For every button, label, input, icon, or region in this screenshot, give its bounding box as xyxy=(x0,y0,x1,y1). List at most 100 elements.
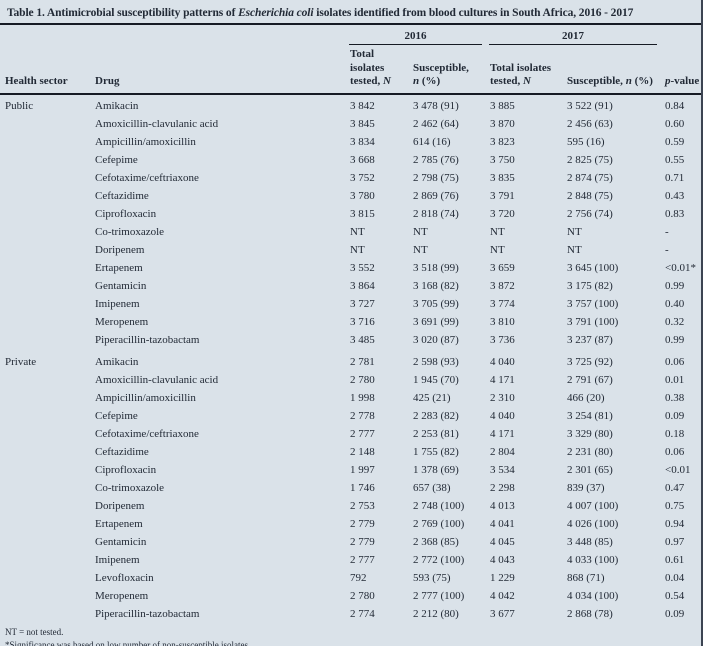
p-value-cell: 0.04 xyxy=(665,571,685,584)
total-2016-cell: 1 746 xyxy=(350,481,375,494)
drug-cell: Cefotaxime/ceftriaxone xyxy=(95,427,199,440)
total-2016-cell: 3 485 xyxy=(350,333,375,346)
total-2016-cell: NT xyxy=(350,225,365,238)
drug-cell: Meropenem xyxy=(95,589,149,602)
drug-cell: Ampicillin/amoxicillin xyxy=(95,135,196,148)
susceptible-2016-cell: 2 798 (75) xyxy=(413,171,459,184)
total-2017-cell: 3 750 xyxy=(490,153,515,166)
drug-cell: Meropenem xyxy=(95,315,149,328)
susceptible-2017-cell: 839 (37) xyxy=(567,481,605,494)
health-sector-cell xyxy=(0,497,90,515)
susceptible-2016-cell: 1 378 (69) xyxy=(413,463,459,476)
susceptible-2016-cell: 2 212 (80) xyxy=(413,607,459,620)
table-row: Co-trimoxazole 1 746 657 (38) 2 298 839 … xyxy=(0,479,703,497)
drug-cell: Co-trimoxazole xyxy=(95,481,165,494)
title-suffix: isolates identified from blood cultures … xyxy=(313,7,634,19)
drug-cell: Amikacin xyxy=(95,355,139,368)
drug-cell: Ertapenem xyxy=(95,261,143,274)
p-value-cell: 0.06 xyxy=(665,355,685,368)
total-2016-cell: 1 997 xyxy=(350,463,375,476)
total-2017-cell: 4 013 xyxy=(490,499,515,512)
susceptible-2016-cell: 2 785 (76) xyxy=(413,153,459,166)
susceptible-2017-cell: 3 254 (81) xyxy=(567,409,613,422)
table-row: Gentamicin 3 864 3 168 (82) 3 872 3 175 … xyxy=(0,277,703,295)
susceptible-2016-cell: 1 755 (82) xyxy=(413,445,459,458)
susceptible-2017-cell: 2 825 (75) xyxy=(567,153,613,166)
susceptible-2017-cell: 3 175 (82) xyxy=(567,279,613,292)
year-2017-header: 2017 xyxy=(489,29,657,45)
p-value-cell: 0.09 xyxy=(665,409,685,422)
susceptible-2017-cell: 2 231 (80) xyxy=(567,445,613,458)
p-value-cell: 0.32 xyxy=(665,315,685,328)
health-sector-cell xyxy=(0,169,90,187)
title-species-italic: Escherichia coli xyxy=(238,7,314,19)
p-value-cell: 0.60 xyxy=(665,117,685,130)
total-2016-cell: 1 998 xyxy=(350,391,375,404)
health-sector-cell xyxy=(0,533,90,551)
drug-cell: Doripenem xyxy=(95,499,145,512)
total-2016-cell: 2 777 xyxy=(350,553,375,566)
total-2016-cell: 2 778 xyxy=(350,409,375,422)
drug-cell: Doripenem xyxy=(95,243,145,256)
susceptible-2016-cell: 2 869 (76) xyxy=(413,189,459,202)
susceptible-2017-cell: 2 848 (75) xyxy=(567,189,613,202)
total-2016-cell: 3 815 xyxy=(350,207,375,220)
susceptible-2017-cell: 3 791 (100) xyxy=(567,315,619,328)
health-sector-cell xyxy=(0,479,90,497)
table-row: Piperacillin-tazobactam 3 485 3 020 (87)… xyxy=(0,331,703,349)
drug-cell: Ceftazidime xyxy=(95,445,149,458)
p-value-header: p-value xyxy=(660,45,703,95)
susceptibility-table: 2016 2017 Health sector Drug Total isolat… xyxy=(0,25,703,623)
total-2017-cell: 4 171 xyxy=(490,373,515,386)
drug-cell: Gentamicin xyxy=(95,279,147,292)
susceptible-2017-cell: 3 757 (100) xyxy=(567,297,619,310)
total-2017-cell: 3 774 xyxy=(490,297,515,310)
p-value-cell: <0.01* xyxy=(665,261,696,274)
total-2016-cell: 3 727 xyxy=(350,297,375,310)
health-sector-cell xyxy=(0,205,90,223)
p-value-cell: 0.09 xyxy=(665,607,685,620)
total-2016-cell: 3 845 xyxy=(350,117,375,130)
health-sector-cell xyxy=(0,569,90,587)
susceptible-2016-cell: 2 253 (81) xyxy=(413,427,459,440)
susceptible-2016-cell: 2 777 (100) xyxy=(413,589,465,602)
susceptible-2017-cell: 2 791 (67) xyxy=(567,373,613,386)
total-2016-cell: 2 781 xyxy=(350,355,375,368)
total-2016-cell: 2 148 xyxy=(350,445,375,458)
total-2016-cell: 3 752 xyxy=(350,171,375,184)
total-2016-cell: 3 552 xyxy=(350,261,375,274)
total-2016-cell: 3 668 xyxy=(350,153,375,166)
health-sector-cell xyxy=(0,313,90,331)
health-sector-cell xyxy=(0,133,90,151)
susceptible-2016-cell: 2 748 (100) xyxy=(413,499,465,512)
total-2016-cell: 2 777 xyxy=(350,427,375,440)
susceptible-2016-cell: NT xyxy=(413,243,428,256)
p-value-cell: 0.43 xyxy=(665,189,685,202)
drug-header: Drug xyxy=(90,45,345,95)
footnote-nt: NT = not tested. xyxy=(5,626,64,637)
susceptible-2016-cell: 2 462 (64) xyxy=(413,117,459,130)
drug-cell: Ciprofloxacin xyxy=(95,207,157,220)
drug-cell: Cefepime xyxy=(95,409,138,422)
p-value-cell: - xyxy=(665,243,669,256)
table-row: Amoxicillin-clavulanic acid 2 780 1 945 … xyxy=(0,371,703,389)
total-2016-cell: 2 779 xyxy=(350,517,375,530)
health-sector-cell xyxy=(0,425,90,443)
p-value-cell: 0.55 xyxy=(665,153,685,166)
table-row: Levofloxacin 792 593 (75) 1 229 868 (71)… xyxy=(0,569,703,587)
total-2017-cell: 3 885 xyxy=(490,99,515,112)
total-2017-cell: 3 677 xyxy=(490,607,515,620)
total-2017-header: Total isolates tested, N xyxy=(485,45,562,95)
table-row: Private Amikacin 2 781 2 598 (93) 4 040 … xyxy=(0,349,703,371)
health-sector-cell xyxy=(0,259,90,277)
total-2017-cell: 4 045 xyxy=(490,535,515,548)
total-2016-cell: 2 780 xyxy=(350,589,375,602)
susceptible-2017-cell: 4 026 (100) xyxy=(567,517,619,530)
susceptible-2016-cell: 3 168 (82) xyxy=(413,279,459,292)
p-value-cell: 0.01 xyxy=(665,373,685,386)
total-2017-cell: 3 659 xyxy=(490,261,515,274)
p-value-cell: - xyxy=(665,225,669,238)
table-row: Piperacillin-tazobactam 2 774 2 212 (80)… xyxy=(0,605,703,623)
total-2017-cell: 3 872 xyxy=(490,279,515,292)
total-2017-cell: 3 791 xyxy=(490,189,515,202)
